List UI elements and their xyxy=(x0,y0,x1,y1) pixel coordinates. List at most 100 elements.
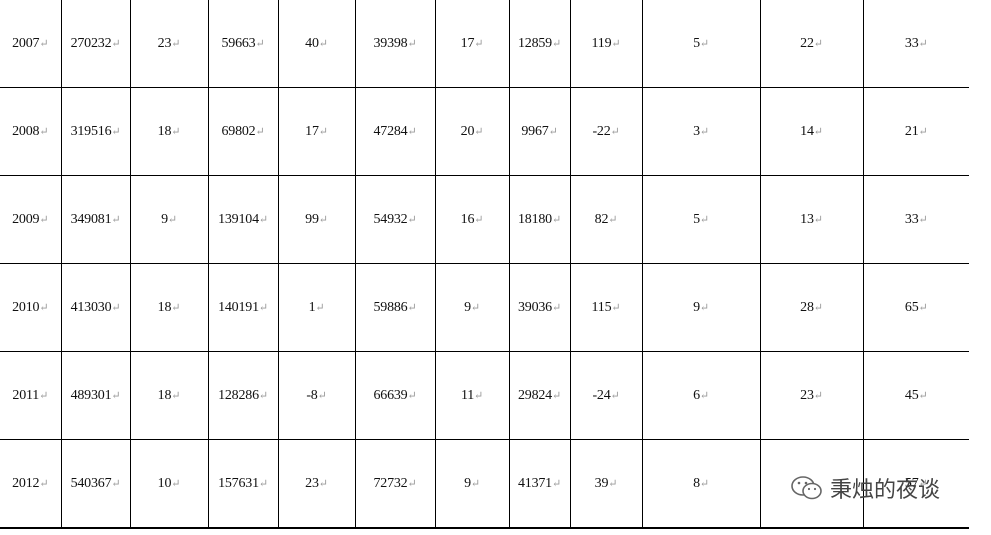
table-cell: 59663 xyxy=(207,0,278,88)
cell-text: 72732 xyxy=(373,476,416,491)
cell-text: 17 xyxy=(461,36,484,51)
table-cell: 140191 xyxy=(207,263,278,352)
table-cell: 319516 xyxy=(60,87,130,176)
cell-text: 65 xyxy=(905,300,928,315)
table-cell: 12859 xyxy=(508,0,570,88)
table-cell: 39 xyxy=(569,439,642,529)
table-cell: 9967 xyxy=(508,87,570,176)
cell-text: 99 xyxy=(305,212,328,227)
cell-text: 14 xyxy=(800,124,823,139)
cell-text: 157631 xyxy=(218,476,268,491)
cell-text: 349081 xyxy=(71,212,121,227)
cell-text: 20 xyxy=(461,124,484,139)
cell-text: 489301 xyxy=(71,388,121,403)
table-cell: 2010 xyxy=(0,263,61,352)
table-cell: -24 xyxy=(569,351,642,440)
cell-text: 18 xyxy=(158,124,181,139)
watermark-text: 秉烛的夜谈 xyxy=(830,478,941,503)
table-cell: 18 xyxy=(129,87,208,176)
table-cell: 2008 xyxy=(0,87,61,176)
table-cell: 11 xyxy=(434,351,509,440)
cell-text: 128286 xyxy=(218,388,268,403)
cell-text: 23 xyxy=(800,388,823,403)
cell-text: 18 xyxy=(158,388,181,403)
table-cell: 3 xyxy=(641,87,760,176)
table-cell: 21 xyxy=(862,87,969,176)
table-cell: 72732 xyxy=(354,439,435,529)
table-cell: 8 xyxy=(641,439,760,529)
cell-text: 10 xyxy=(158,476,181,491)
cell-text: 9 xyxy=(693,300,709,315)
table-cell: 5 xyxy=(641,175,760,264)
cell-text: 16 xyxy=(461,212,484,227)
cell-text: 9 xyxy=(161,212,177,227)
table-cell: 17 xyxy=(277,87,355,176)
table-cell: 18180 xyxy=(508,175,570,264)
table-cell: 1 xyxy=(277,263,355,352)
cell-text: 5 xyxy=(693,36,709,51)
table-cell: 18 xyxy=(129,351,208,440)
cell-text: 3 xyxy=(693,124,709,139)
table-cell: 9 xyxy=(434,263,509,352)
table-cell: 54932 xyxy=(354,175,435,264)
table-cell: 57 xyxy=(862,439,969,529)
cell-text: 21 xyxy=(905,124,928,139)
cell-text: 413030 xyxy=(71,300,121,315)
table-cell: 115 xyxy=(569,263,642,352)
table-cell: 20 xyxy=(434,87,509,176)
cell-text: 13 xyxy=(800,212,823,227)
cell-text: 11 xyxy=(461,388,483,403)
table-cell: 157631 xyxy=(207,439,278,529)
cell-text: 270232 xyxy=(71,36,121,51)
cell-text: 139104 xyxy=(218,212,268,227)
table-cell: 9 xyxy=(641,263,760,352)
table-cell: 18 xyxy=(129,263,208,352)
cell-text: 18180 xyxy=(518,212,561,227)
cell-text: -22 xyxy=(592,124,619,139)
table-cell: 9 xyxy=(129,175,208,264)
cell-text: 2010 xyxy=(12,300,48,315)
cell-text: -24 xyxy=(592,388,619,403)
table-cell: 69802 xyxy=(207,87,278,176)
cell-text: 22 xyxy=(800,36,823,51)
wechat-icon xyxy=(791,476,822,500)
cell-text: 12859 xyxy=(518,36,561,51)
table-row: 2012 540367 10 157631 23 72732 9 41371 39 8 57 xyxy=(0,439,969,529)
table-cell: 5 xyxy=(641,0,760,88)
table-cell: 119 xyxy=(569,0,642,88)
cell-text: 33 xyxy=(905,212,928,227)
cell-text: 2009 xyxy=(12,212,48,227)
cell-text: 1 xyxy=(309,300,325,315)
cell-text: 29824 xyxy=(518,388,561,403)
table-cell: 10 xyxy=(129,439,208,529)
table-cell: 2011 xyxy=(0,351,61,440)
cell-text: 39036 xyxy=(518,300,561,315)
table-cell: 6 xyxy=(641,351,760,440)
table-cell: 540367 xyxy=(60,439,130,529)
table-cell: 59886 xyxy=(354,263,435,352)
cell-text: 23 xyxy=(305,476,328,491)
table-cell: 40 xyxy=(277,0,355,88)
table-cell: 2007 xyxy=(0,0,61,88)
cell-text: 23 xyxy=(158,36,181,51)
cell-text: 45 xyxy=(905,388,928,403)
cell-text: 8 xyxy=(693,476,709,491)
cell-text: 41371 xyxy=(518,476,561,491)
cell-text: 2011 xyxy=(12,388,48,403)
table-cell: 65 xyxy=(862,263,969,352)
cell-text: 9967 xyxy=(521,124,557,139)
table-cell: 16 xyxy=(434,175,509,264)
table-cell: 28 xyxy=(759,263,863,352)
table-cell: 39398 xyxy=(354,0,435,88)
cell-text: 40 xyxy=(305,36,328,51)
table-cell: 13 xyxy=(759,175,863,264)
table-cell: 2009 xyxy=(0,175,61,264)
cell-text: 5 xyxy=(693,212,709,227)
table-row: 2008 319516 18 69802 17 47284 20 9967 -22 3 14 21 xyxy=(0,87,969,176)
cell-text: 57 xyxy=(905,476,928,491)
table-cell: 9 xyxy=(434,439,509,529)
cell-text: 28 xyxy=(800,300,823,315)
table-cell: 17 xyxy=(434,0,509,88)
table-body: 2007270232235966340393981712859119522332… xyxy=(0,0,969,529)
data-table: 2007270232235966340393981712859119522332… xyxy=(0,0,969,529)
